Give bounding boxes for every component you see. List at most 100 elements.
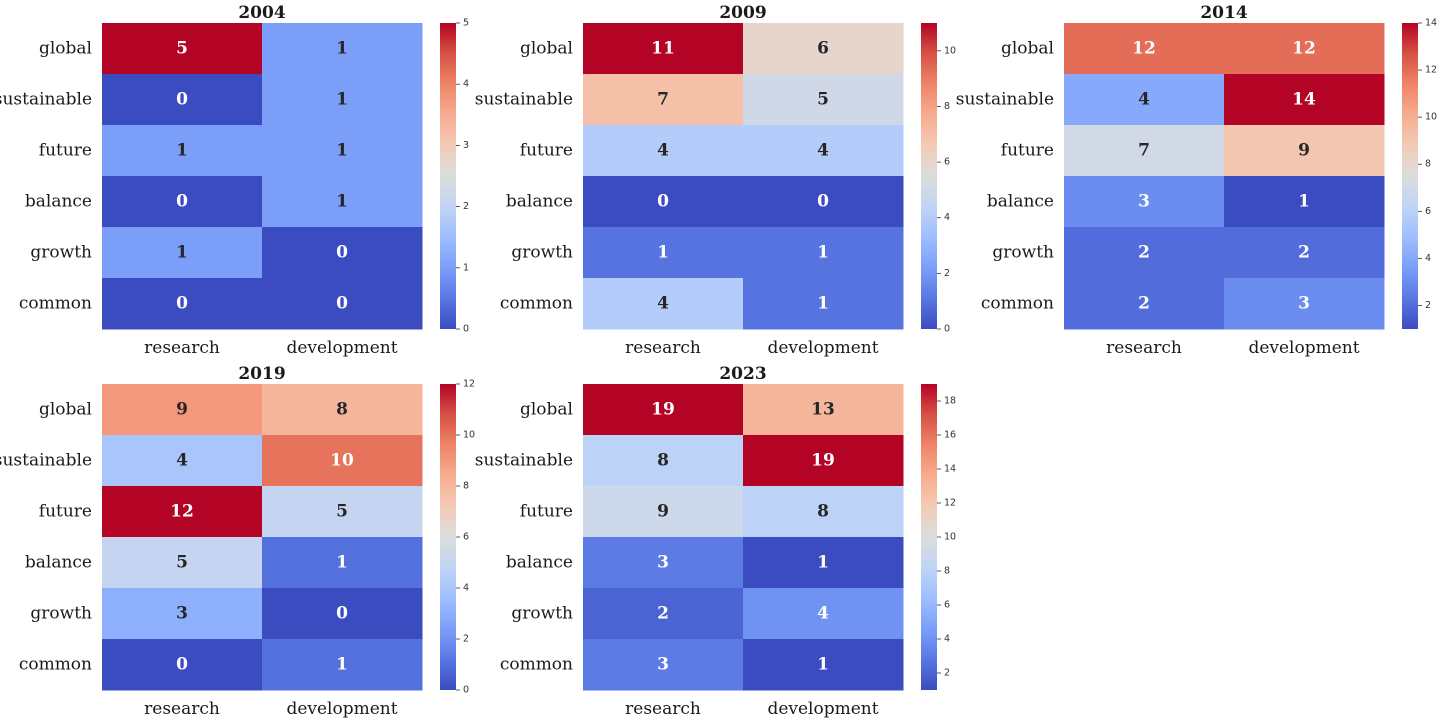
cell-value-label: 1 [817,294,829,314]
colorbar-tick-label: 2 [463,634,469,645]
colorbar-tick-label: 14 [944,464,956,475]
column-label-research: research [144,338,220,358]
heatmap-cell [1224,23,1385,75]
colorbar-tick-label: 10 [944,532,956,543]
row-label-future: future [39,502,92,522]
colorbar-tick-label: 6 [463,532,469,543]
heatmap-cell [102,639,263,691]
row-label-sustainable: sustainable [475,90,573,110]
row-label-sustainable: sustainable [956,90,1054,110]
cell-value-label: 1 [817,553,829,573]
heatmap-cell [743,23,904,75]
heatmap-cell [583,125,744,177]
heatmap-cell [102,384,263,436]
heatmap-cell [583,227,744,279]
cell-value-label: 0 [176,90,188,110]
row-label-global: global [39,400,92,420]
heatmap-cell [583,588,744,640]
row-label-balance: balance [25,192,92,212]
cell-value-label: 2 [1138,294,1150,314]
cell-value-label: 3 [1298,294,1310,314]
colorbar [921,384,937,690]
heatmap-cell [262,74,423,126]
heatmap-cell [262,639,423,691]
cell-value-label: 1 [176,141,188,161]
cell-value-label: 13 [811,400,835,420]
cell-value-label: 3 [176,604,188,624]
cell-value-label: 19 [651,400,675,420]
cell-value-label: 9 [1298,141,1310,161]
colorbar-tick-label: 18 [944,396,956,407]
heatmap-cell [583,486,744,538]
panel-title: 2023 [719,364,766,384]
colorbar-tick-label: 6 [944,157,950,168]
colorbar-tick-label: 8 [944,566,950,577]
column-label-development: development [286,699,397,719]
cell-value-label: 8 [657,451,669,471]
row-label-balance: balance [506,553,573,573]
column-label-development: development [767,338,878,358]
heatmap-cell [743,227,904,279]
colorbar-tick-label: 10 [944,45,956,56]
heatmap-cell [262,278,423,330]
heatmap-cell [743,588,904,640]
heatmap-cell [102,588,263,640]
colorbar [1402,23,1418,329]
colorbar-tick-label: 0 [944,324,950,335]
row-label-global: global [520,39,573,59]
row-label-future: future [520,141,573,161]
heatmap-cell [102,435,263,487]
cell-value-label: 5 [176,39,188,59]
heatmap-cell [102,125,263,177]
cell-value-label: 4 [657,141,669,161]
cell-value-label: 1 [336,192,348,212]
heatmap-cell [583,176,744,228]
heatmap-cell [583,74,744,126]
heatmap-cell [743,486,904,538]
heatmap-cell [1064,176,1225,228]
heatmap-cell [583,435,744,487]
heatmap-cell [102,278,263,330]
row-label-common: common [19,655,92,675]
heatmap-cell [262,176,423,228]
row-label-growth: growth [511,604,573,624]
colorbar [440,384,456,690]
heatmap-cell [102,537,263,589]
heatmap-cell [262,435,423,487]
row-label-future: future [39,141,92,161]
colorbar-tick-label: 10 [1425,112,1437,123]
heatmap-cell [743,384,904,436]
panel-title: 2009 [719,3,766,23]
row-label-balance: balance [506,192,573,212]
cell-value-label: 12 [170,502,194,522]
colorbar-tick-label: 4 [1425,253,1431,264]
heatmap-cell [262,23,423,75]
column-label-research: research [144,699,220,719]
heatmap-cell [743,176,904,228]
column-label-research: research [625,338,701,358]
cell-value-label: 1 [336,90,348,110]
colorbar-tick-label: 4 [463,583,469,594]
cell-value-label: 1 [657,243,669,263]
colorbar-tick-label: 10 [463,430,475,441]
colorbar-tick-label: 2 [944,668,950,679]
heatmap-cell [102,74,263,126]
colorbar-tick-label: 2 [944,268,950,279]
cell-value-label: 1 [817,243,829,263]
panel-title: 2019 [238,364,285,384]
column-label-research: research [1106,338,1182,358]
cell-value-label: 9 [176,400,188,420]
cell-value-label: 5 [336,502,348,522]
colorbar-tick-label: 5 [463,18,469,29]
row-label-common: common [500,655,573,675]
heatmap-cell [1224,125,1385,177]
heatmap-cell [583,639,744,691]
heatmap-cell [262,384,423,436]
colorbar-tick-label: 6 [1425,206,1431,217]
heatmap-cell [102,176,263,228]
colorbar-tick-label: 0 [463,324,469,335]
colorbar-tick-label: 3 [463,140,469,151]
